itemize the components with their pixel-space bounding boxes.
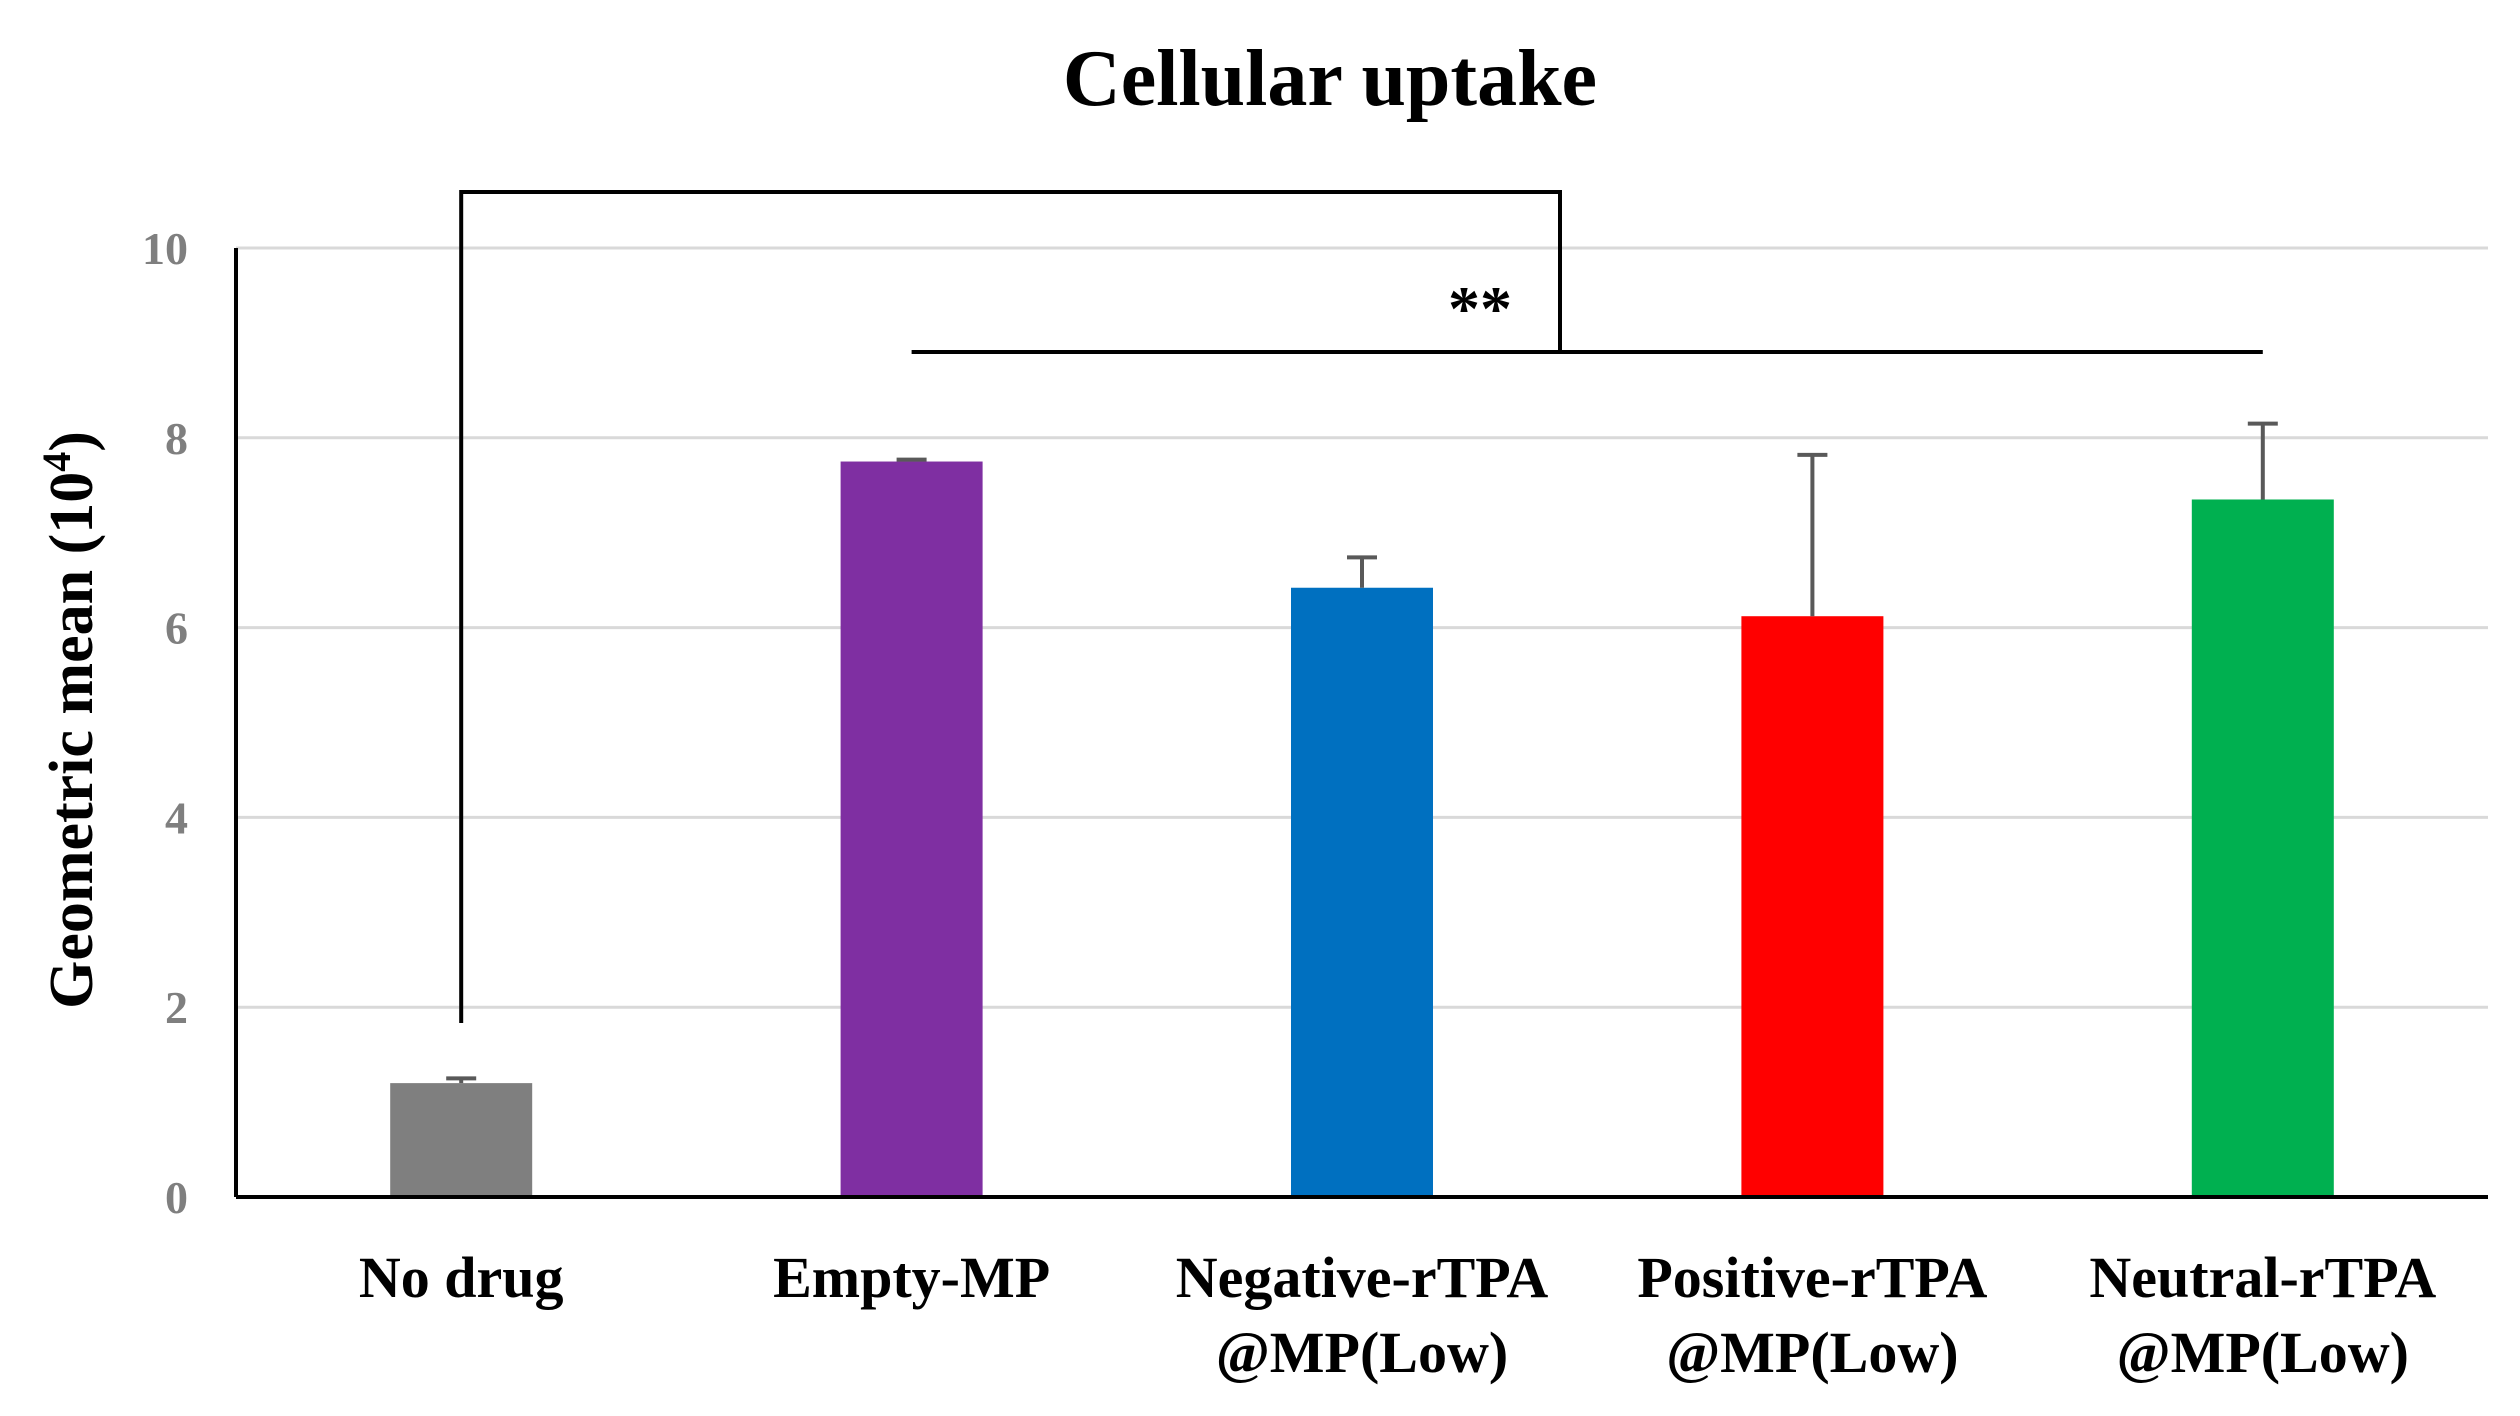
error-bar-4 [1797, 452, 1828, 617]
bar-5 [2191, 499, 2334, 1197]
x-tick-label-3: Negative-rTPA [1176, 1245, 1549, 1310]
x-tick-label-1: No drug [359, 1245, 564, 1310]
y-tick-label-2: 2 [165, 982, 188, 1033]
bar-1 [390, 1083, 533, 1197]
x-tick-label-5: Neutral-rTPA [2089, 1245, 2436, 1310]
y-tick-label-4: 4 [165, 792, 188, 843]
error-bars [446, 421, 2278, 1084]
x-tick-label-2: Empty-MP [773, 1245, 1050, 1310]
x-tick-label-5-line2: @MP(Low) [2117, 1320, 2409, 1385]
y-tick-label-8: 8 [165, 413, 188, 464]
bar-2 [840, 461, 983, 1197]
error-bar-3 [1347, 555, 1377, 588]
y-tick-label-6: 6 [165, 603, 188, 654]
significance-bracket [459, 190, 1562, 1023]
x-tick-label-4-line2: @MP(Low) [1666, 1320, 1958, 1385]
significance-annotation: ** [459, 190, 2263, 1023]
x-tick-labels: No drug Empty-MP Negative-rTPA @MP(Low) Posi… [359, 1245, 2436, 1385]
y-tick-label-0: 0 [165, 1172, 188, 1223]
y-tick-label-10: 10 [142, 223, 188, 274]
error-bar-2 [896, 457, 927, 462]
error-bar-5 [2247, 421, 2278, 500]
bar-4 [1741, 616, 1884, 1197]
bars [390, 461, 2334, 1197]
significance-label: ** [1448, 273, 1512, 344]
chart-title: Cellular uptake [1063, 35, 1597, 123]
y-tick-labels: 0 2 4 6 8 10 [142, 223, 188, 1223]
error-bar-1 [446, 1076, 477, 1084]
x-tick-label-3-line2: @MP(Low) [1216, 1320, 1508, 1385]
bar-3 [1291, 587, 1433, 1197]
y-axis-label: Geometric mean (104) [34, 431, 107, 1009]
x-tick-label-4: Positive-rTPA [1637, 1245, 1987, 1310]
